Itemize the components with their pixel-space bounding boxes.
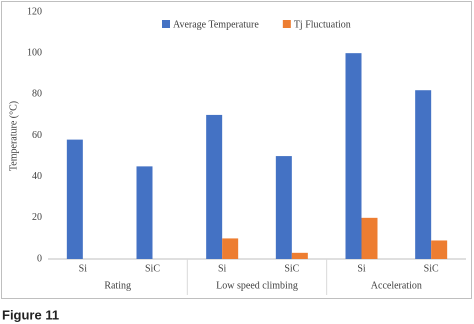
y-tick-label: 0 <box>37 253 42 264</box>
legend-swatch <box>162 20 170 28</box>
y-tick-label: 20 <box>32 212 42 223</box>
y-tick-label: 80 <box>32 89 42 100</box>
legend-swatch <box>282 20 291 28</box>
bar <box>66 139 83 259</box>
bar <box>415 90 432 259</box>
y-tick-label: 100 <box>27 47 42 58</box>
group-label: Rating <box>104 280 131 291</box>
legend-label: Average Temperature <box>173 19 259 30</box>
bar <box>136 166 153 259</box>
x-tick-label: SiC <box>145 263 160 274</box>
x-tick-label: Si <box>79 263 88 274</box>
bar <box>291 252 308 259</box>
y-tick-label: 40 <box>32 171 42 182</box>
bar <box>206 114 223 260</box>
x-tick-label: Si <box>218 263 227 274</box>
bar <box>345 53 362 259</box>
group-label: Low speed climbing <box>216 280 298 291</box>
legend-label: Tj Fluctuation <box>294 19 351 30</box>
bar <box>431 240 448 259</box>
x-tick-label: SiC <box>424 263 439 274</box>
y-axis-label: Temperature (°C) <box>8 101 19 171</box>
y-tick-label: 60 <box>32 130 42 141</box>
x-tick-label: Si <box>357 263 366 274</box>
group-label: Acceleration <box>371 280 422 291</box>
bar <box>361 217 378 259</box>
x-tick-label: SiC <box>284 263 299 274</box>
y-tick-label: 120 <box>27 6 42 17</box>
bar <box>222 238 239 259</box>
caption: Figure 11 <box>2 307 59 322</box>
bar <box>275 156 292 259</box>
